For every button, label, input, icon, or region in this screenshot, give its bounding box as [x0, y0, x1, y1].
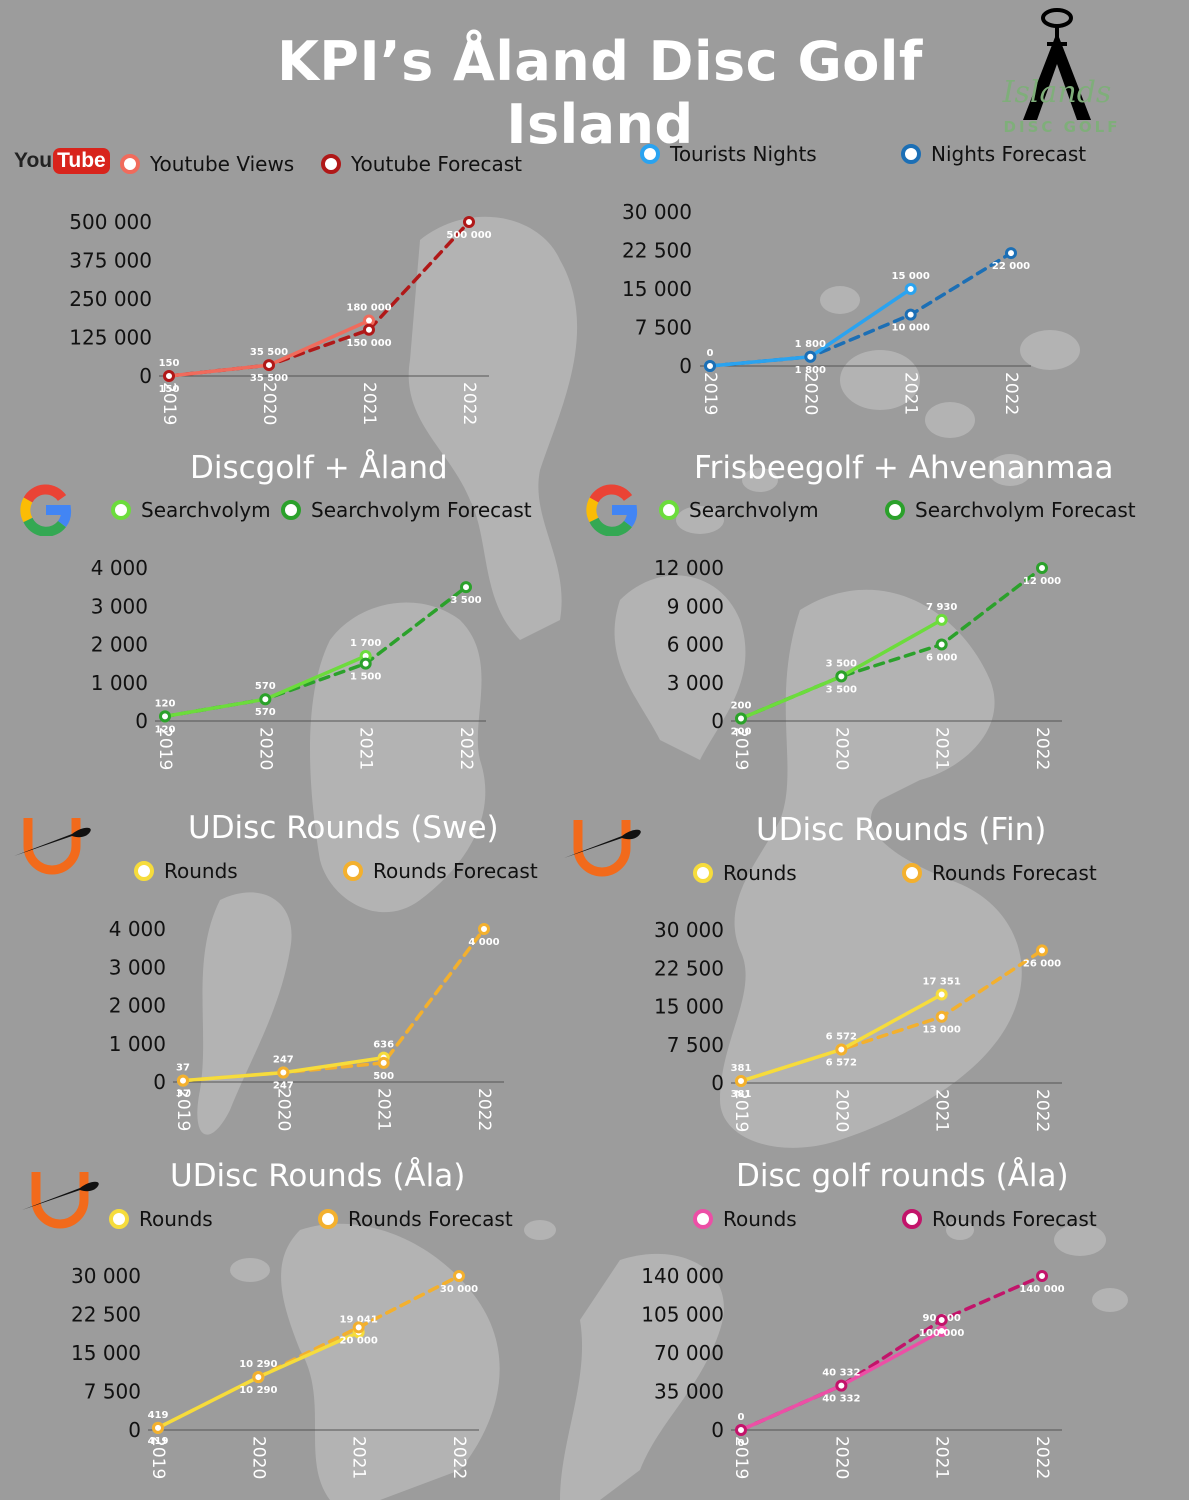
legend-rounds-forecast: Rounds Forecast	[343, 859, 538, 883]
legend-marker	[901, 144, 921, 164]
logo-subtext: DISC GOLF	[1004, 118, 1121, 136]
legend-marker	[109, 1209, 129, 1229]
legend-marker	[693, 1209, 713, 1229]
udisc-logo-icon	[14, 818, 91, 875]
google-g-icon	[20, 484, 72, 536]
panel-title-udisc-fin: UDisc Rounds (Fin)	[756, 812, 1047, 848]
legend-marker	[659, 500, 679, 520]
islands-disc-golf-logo: Islands DISC GOLF	[1002, 8, 1121, 136]
logo-script-text: Islands	[1002, 75, 1112, 110]
legend-rounds: Rounds	[134, 859, 238, 883]
legend-marker	[111, 500, 131, 520]
panel-title-discgolf-ala: Disc golf rounds (Åla)	[736, 1158, 1069, 1194]
legend-rounds: Rounds	[109, 1207, 213, 1231]
google-g-icon	[586, 484, 638, 536]
legend-marker	[343, 861, 363, 881]
legend-nights-forecast: Nights Forecast	[901, 142, 1086, 166]
legend-searchvolym-forecast: Searchvolym Forecast	[281, 498, 532, 522]
legend-marker	[321, 154, 341, 174]
legend-rounds-forecast: Rounds Forecast	[902, 861, 1097, 885]
legend-searchvolym-forecast: Searchvolym Forecast	[885, 498, 1136, 522]
legend-marker	[902, 863, 922, 883]
legend-rounds-forecast: Rounds Forecast	[902, 1207, 1097, 1231]
legend-youtube-forecast: Youtube Forecast	[321, 152, 522, 176]
legend-marker	[281, 500, 301, 520]
legend-marker	[693, 863, 713, 883]
legend-rounds: Rounds	[693, 1207, 797, 1231]
panel-title-frisbeegolf-ahvenanmaa: Frisbeegolf + Ahvenanmaa	[694, 450, 1114, 486]
legend-searchvolym: Searchvolym	[659, 498, 819, 522]
udisc-logo-icon	[22, 1172, 99, 1229]
legend-marker	[640, 144, 660, 164]
panel-title-udisc-ala: UDisc Rounds (Åla)	[170, 1158, 466, 1194]
legend-marker	[318, 1209, 338, 1229]
legend-marker	[120, 154, 140, 174]
legend-searchvolym: Searchvolym	[111, 498, 271, 522]
legend-rounds: Rounds	[693, 861, 797, 885]
page-title: KPI’s Åland Disc Golf Island	[277, 30, 923, 156]
udisc-logo-icon	[564, 820, 641, 877]
legend-tourists-nights: Tourists Nights	[640, 142, 817, 166]
youtube-logo-icon: You Tube	[14, 148, 110, 174]
legend-marker	[134, 861, 154, 881]
panel-title-discgolf-aland: Discgolf + Åland	[190, 450, 448, 486]
legend-marker	[885, 500, 905, 520]
panel-title-udisc-swe: UDisc Rounds (Swe)	[188, 810, 499, 846]
legend-youtube-views: Youtube Views	[120, 152, 294, 176]
legend-rounds-forecast: Rounds Forecast	[318, 1207, 513, 1231]
legend-marker	[902, 1209, 922, 1229]
